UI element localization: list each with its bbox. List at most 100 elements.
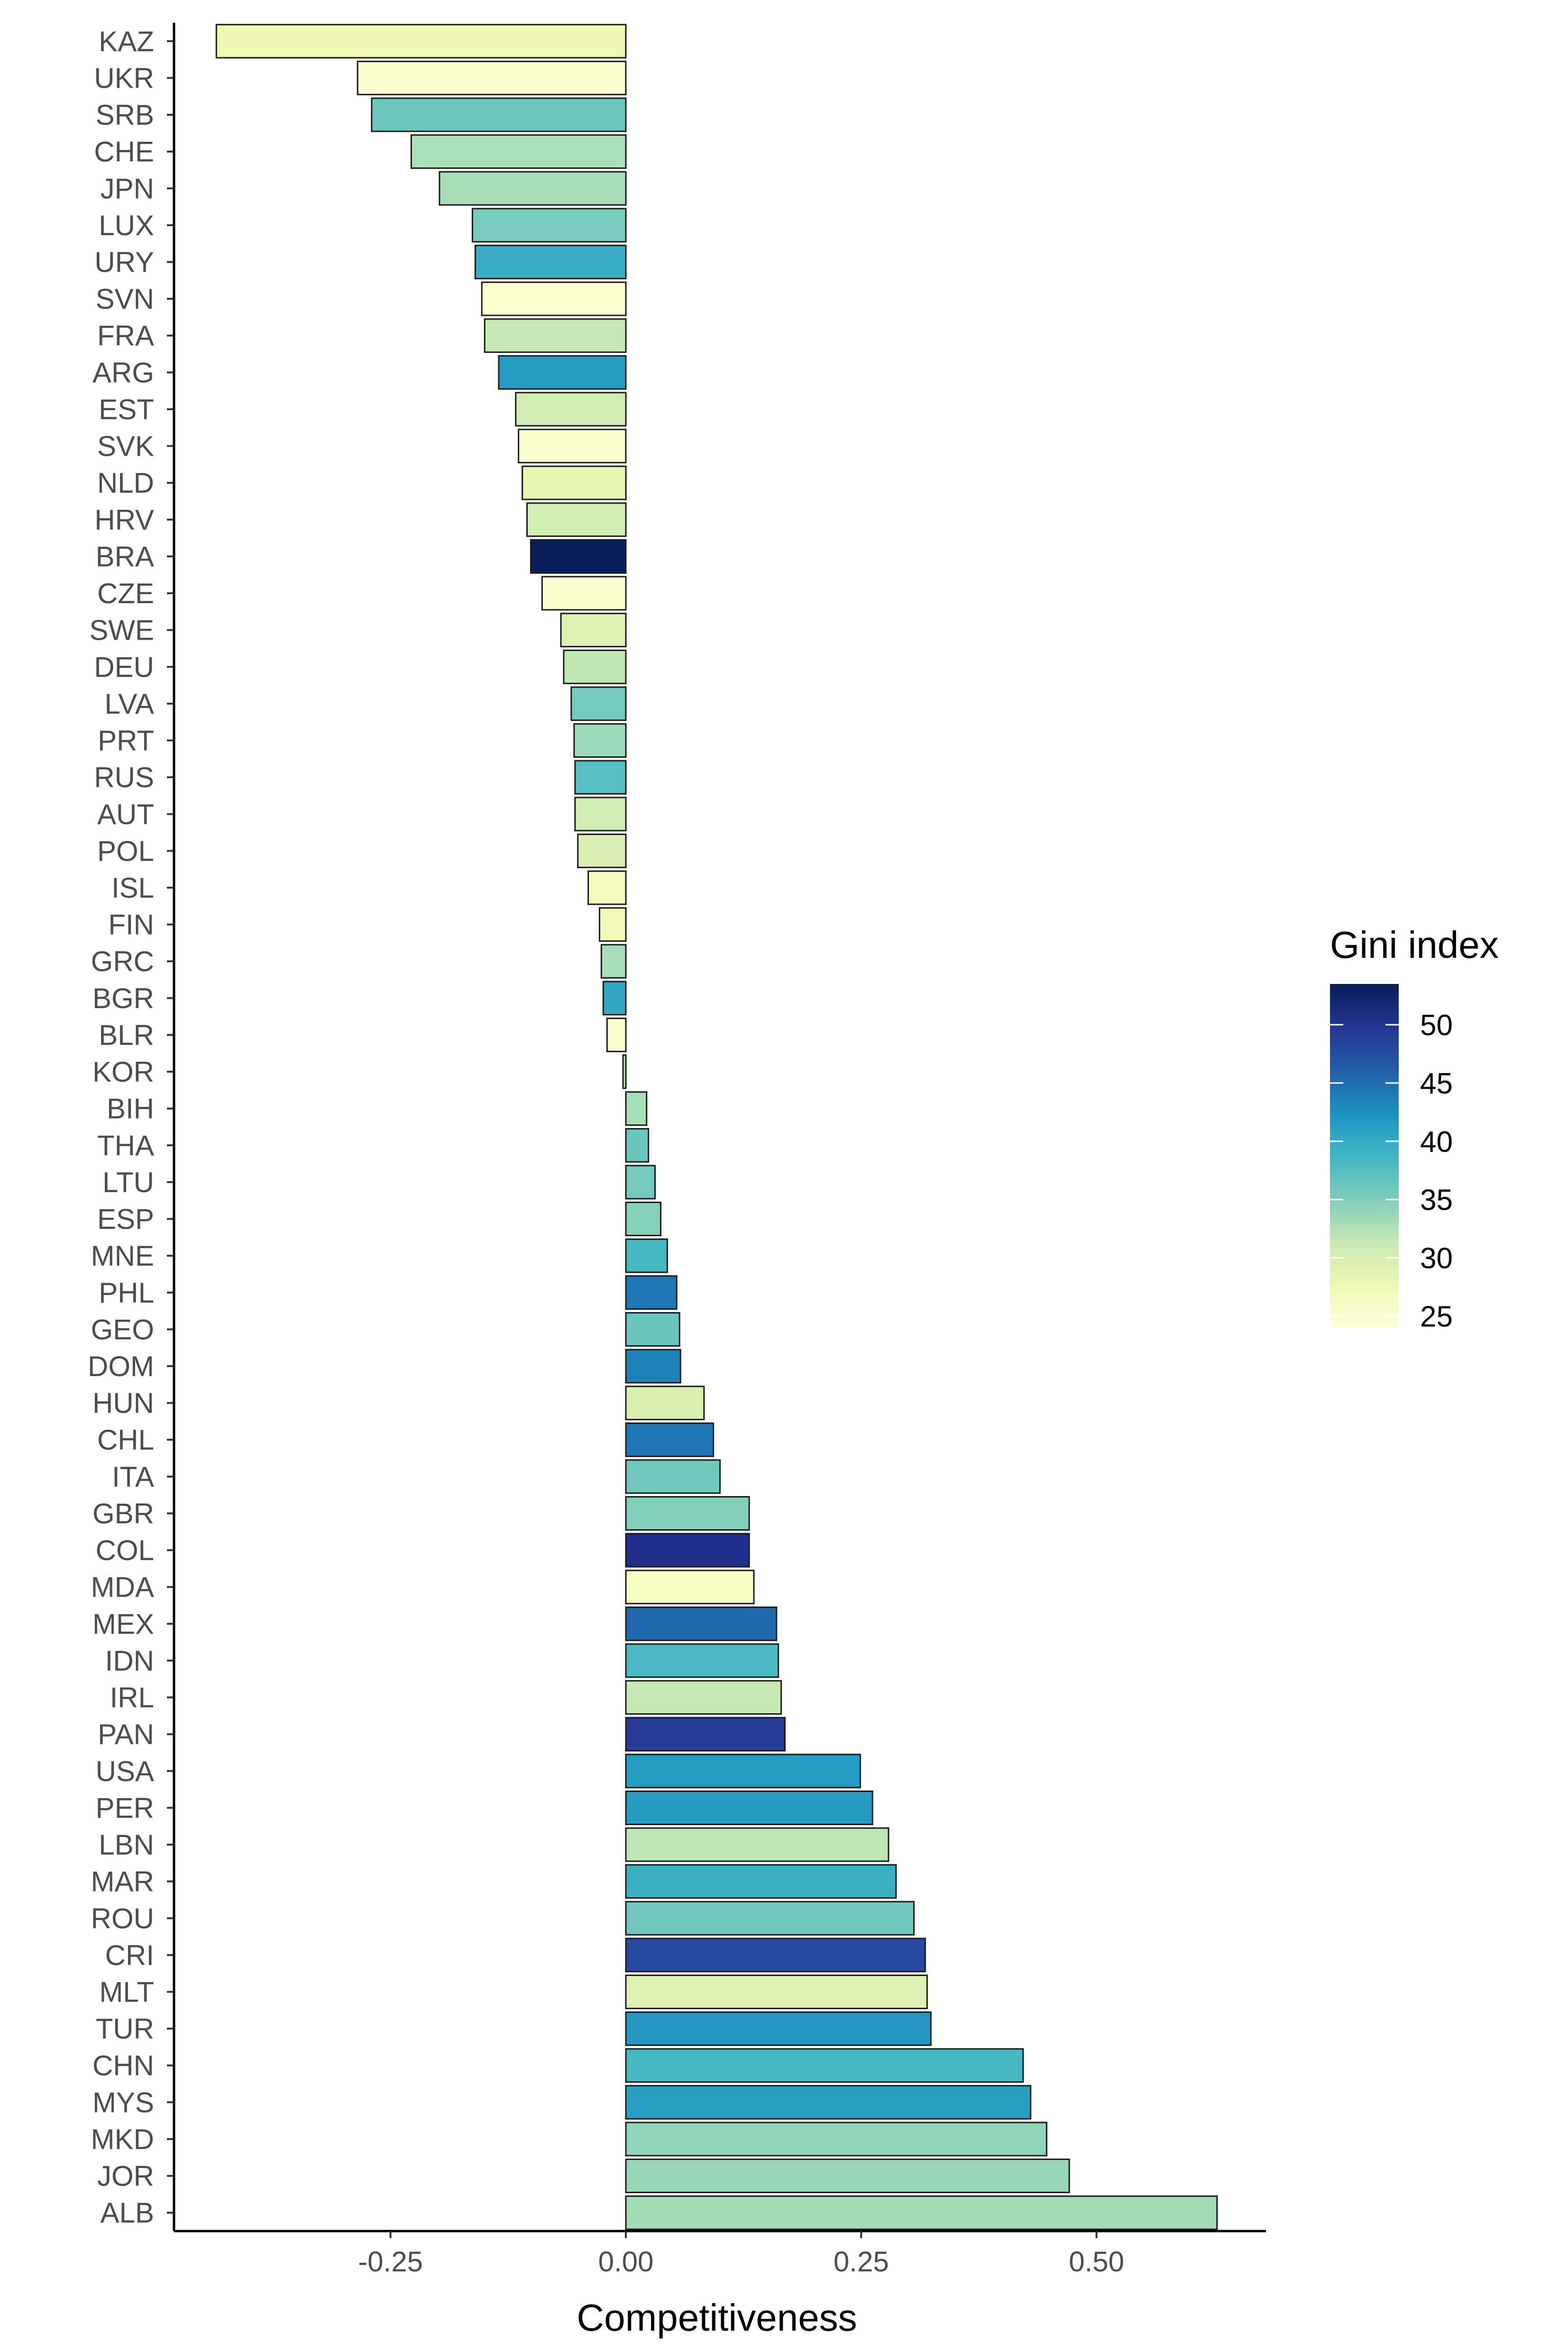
bar-bra xyxy=(530,539,627,574)
legend-tick-label: 35 xyxy=(1420,1184,1453,1217)
y-tick-label: PRT xyxy=(98,725,154,757)
bar-pan xyxy=(625,1717,786,1752)
bar-nld xyxy=(522,465,627,500)
bar-swe xyxy=(560,613,627,648)
y-tick-label: JPN xyxy=(101,173,154,204)
legend-ticks: 50 45 40 35 30 25 xyxy=(1330,1009,1453,1333)
bar-aut xyxy=(574,797,627,832)
y-tick-label: ROU xyxy=(91,1902,154,1934)
bar-idn xyxy=(625,1643,779,1678)
y-tick-label: POL xyxy=(97,835,154,867)
bar-tha xyxy=(625,1128,650,1163)
y-tick-label: MNE xyxy=(91,1240,154,1272)
y-tick-label: BLR xyxy=(99,1020,154,1051)
bar-irl xyxy=(625,1680,782,1715)
bar-dom xyxy=(625,1349,681,1384)
bar-est xyxy=(515,392,627,427)
y-tick-label: FRA xyxy=(97,320,154,352)
bar-tur xyxy=(625,2011,932,2046)
y-tick-label: ARG xyxy=(92,357,154,388)
y-tick-label: BGR xyxy=(92,983,154,1014)
y-tick-label: CZE xyxy=(97,578,154,609)
x-tick-label: -0.25 xyxy=(358,2246,423,2278)
bar-hun xyxy=(625,1386,705,1421)
bar-deu xyxy=(563,649,627,684)
bar-rus xyxy=(574,760,627,795)
bar-lux xyxy=(471,208,627,243)
bar-fin xyxy=(598,907,627,942)
bar-rou xyxy=(625,1901,915,1936)
y-tick-label: KAZ xyxy=(99,26,154,57)
y-tick-label: ALB xyxy=(101,2197,154,2229)
y-tick-label: USA xyxy=(96,1755,154,1787)
y-tick-label: KOR xyxy=(92,1056,154,1088)
y-tick-label: DOM xyxy=(88,1351,154,1382)
bar-per xyxy=(625,1791,873,1825)
y-tick-label: RUS xyxy=(94,762,154,793)
y-tick-label: MYS xyxy=(92,2086,154,2118)
bar-pol xyxy=(577,833,627,868)
y-tick-label: GRC xyxy=(91,946,154,977)
y-tick-label: MKD xyxy=(91,2123,154,2155)
bar-lbn xyxy=(625,1827,889,1862)
y-tick-label: HRV xyxy=(94,504,154,536)
bar-che xyxy=(410,134,627,169)
y-tick-label: PER xyxy=(96,1792,154,1824)
y-tick-label: SVN xyxy=(96,283,154,315)
bar-isl xyxy=(587,870,627,905)
bar-mne xyxy=(625,1238,668,1273)
bar-phl xyxy=(625,1275,678,1310)
bar-kor xyxy=(622,1054,627,1089)
bar-usa xyxy=(625,1754,861,1789)
y-tick-label: LVA xyxy=(104,688,154,720)
y-tick-label: LUX xyxy=(99,210,154,241)
x-tick-label: 0.00 xyxy=(598,2246,654,2278)
legend-tick-label: 50 xyxy=(1420,1009,1453,1042)
y-tick-label: LTU xyxy=(102,1167,154,1198)
bar-ury xyxy=(474,245,627,279)
y-tick-label: BRA xyxy=(96,541,154,572)
y-tick-label: MDA xyxy=(91,1571,154,1603)
y-tick-label: IDN xyxy=(105,1645,154,1677)
legend-tick-label: 40 xyxy=(1420,1126,1453,1158)
y-tick-label: CHL xyxy=(97,1424,154,1456)
bar-srb xyxy=(371,97,627,132)
y-tick-label: BIH xyxy=(107,1093,154,1125)
y-tick-label: LBN xyxy=(99,1829,154,1861)
bar-hrv xyxy=(526,502,627,537)
axes-layer: KAZ UKR SRB CHE JPN LUX URY SVN FRA ARG EST SVK NLD H… xyxy=(88,23,1266,2278)
bar-grc xyxy=(600,944,627,979)
bar-bgr xyxy=(602,981,627,1016)
bar-geo xyxy=(625,1312,680,1347)
y-tick-label: PHL xyxy=(99,1277,154,1309)
y-tick-label: URY xyxy=(94,247,154,278)
bar-kaz xyxy=(215,24,627,59)
y-tick-label: SVK xyxy=(97,431,154,462)
bar-prt xyxy=(573,723,627,758)
bar-mda xyxy=(625,1570,755,1605)
legend: Gini index 50 45 40 35 30 25 xyxy=(1330,924,1499,1333)
x-tick-label: 0.50 xyxy=(1069,2246,1124,2278)
y-tick-label: COL xyxy=(96,1534,154,1566)
bar-fra xyxy=(484,318,627,353)
bar-bih xyxy=(625,1091,648,1126)
y-tick-label: TUR xyxy=(96,2013,154,2045)
bar-ltu xyxy=(625,1165,656,1200)
bar-jpn xyxy=(439,171,627,206)
bar-mys xyxy=(625,2085,1032,2120)
y-tick-label: JOR xyxy=(97,2160,154,2192)
legend-tick-label: 30 xyxy=(1420,1242,1453,1275)
bar-mkd xyxy=(625,2122,1047,2157)
y-tick-label: HUN xyxy=(92,1387,154,1419)
y-tick-label: MLT xyxy=(99,1976,154,2008)
y-tick-label: MAR xyxy=(91,1866,154,1898)
y-tick-label: SWE xyxy=(89,615,154,646)
legend-colorbar xyxy=(1330,984,1399,1328)
y-tick-label: FIN xyxy=(108,909,154,941)
y-tick-label: IRL xyxy=(110,1682,154,1714)
y-tick-label: NLD xyxy=(97,467,154,499)
legend-tick-label: 45 xyxy=(1420,1067,1453,1100)
y-tick-label: ITA xyxy=(112,1461,154,1493)
